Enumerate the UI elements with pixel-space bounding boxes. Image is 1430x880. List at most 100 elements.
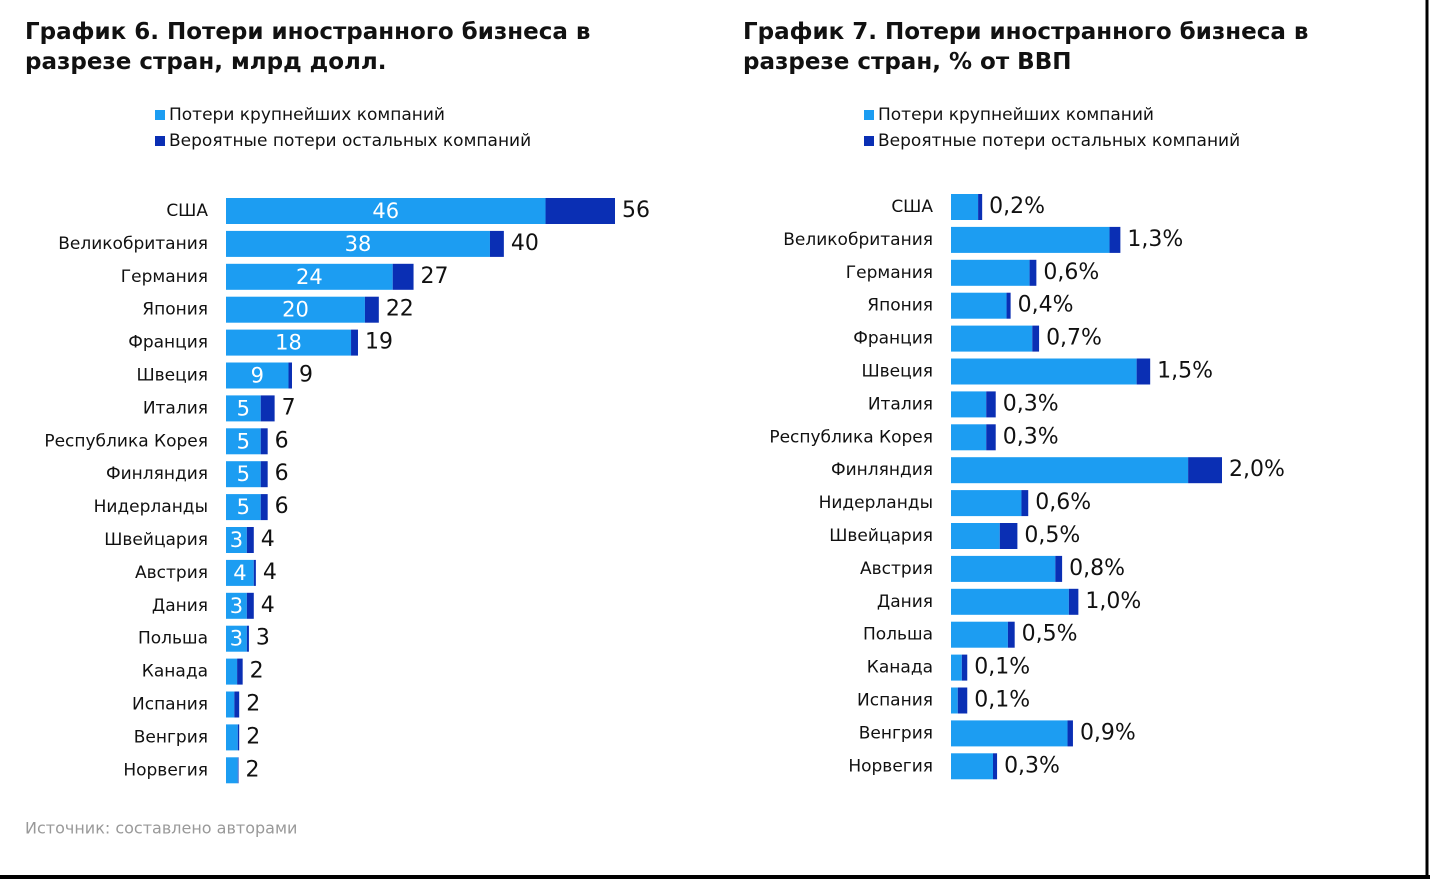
category-label: Финляндия	[106, 464, 208, 484]
total-label: 0,6%	[1035, 490, 1091, 515]
legend-swatch	[864, 136, 874, 146]
bar-segment	[364, 296, 379, 323]
bar-segment	[237, 724, 240, 751]
legend-swatch	[155, 110, 165, 120]
total-label: 7	[282, 395, 296, 420]
bar-segment	[951, 358, 1137, 385]
category-label: Германия	[846, 263, 933, 283]
bar-segment	[1032, 325, 1040, 352]
category-label: Дания	[152, 596, 208, 616]
total-label: 22	[386, 297, 414, 322]
legend-label: Потери крупнейших компаний	[878, 105, 1154, 125]
total-label: 2	[246, 757, 260, 782]
total-label: 1,0%	[1085, 589, 1141, 614]
total-label: 27	[421, 264, 449, 289]
category-label: Норвегия	[848, 756, 933, 776]
category-label: Япония	[142, 300, 208, 320]
bar-segment	[260, 428, 268, 455]
total-label: 4	[263, 560, 277, 585]
total-label: 40	[511, 231, 539, 256]
category-label: Польша	[138, 629, 208, 649]
bar-segment	[1136, 358, 1151, 385]
total-label: 2	[246, 724, 260, 749]
bar-segment	[226, 559, 254, 586]
bar-segment	[545, 198, 615, 224]
bar-segment	[234, 691, 240, 718]
bar-segment	[226, 592, 247, 619]
bar-segment	[1068, 588, 1079, 615]
bar-segment	[951, 391, 987, 418]
total-label: 19	[365, 330, 393, 355]
bar-segment	[951, 325, 1033, 352]
bar-segment	[961, 654, 968, 681]
category-label: США	[166, 201, 208, 221]
bar-segment	[226, 658, 238, 685]
bar-segment	[246, 625, 249, 652]
total-label: 0,1%	[974, 655, 1030, 680]
category-label: Швеция	[136, 366, 208, 386]
bar-segment	[986, 391, 996, 418]
bar-segment	[951, 654, 962, 681]
bar-segment	[951, 490, 1022, 517]
bar-segment	[1021, 490, 1029, 517]
bar-value-label: 5	[237, 396, 250, 420]
total-label: 0,4%	[1018, 293, 1074, 318]
total-label: 9	[299, 363, 313, 388]
bar-segment	[260, 494, 268, 521]
total-label: 0,2%	[989, 194, 1045, 219]
category-label: Дания	[877, 592, 933, 612]
bar-segment	[951, 687, 958, 714]
legend-swatch	[864, 110, 874, 120]
total-label: 0,3%	[1004, 753, 1060, 778]
bar-segment	[253, 559, 256, 586]
category-label: Норвегия	[123, 760, 208, 780]
total-label: 6	[275, 461, 289, 486]
bar-segment	[999, 523, 1018, 549]
bar-segment	[951, 588, 1069, 615]
bar-segment	[951, 194, 979, 220]
category-label: Франция	[853, 329, 933, 349]
bar-segment	[226, 757, 238, 784]
total-label: 4	[261, 527, 275, 552]
bar-value-label: 5	[237, 462, 250, 486]
category-label: Япония	[867, 296, 933, 316]
bar-segment	[951, 457, 1189, 484]
total-label: 1,5%	[1157, 359, 1213, 384]
category-label: Швейцария	[104, 530, 208, 550]
bar-segment	[226, 527, 247, 553]
bar-segment	[260, 395, 275, 422]
bar-segment	[246, 592, 254, 619]
bar-segment	[1109, 226, 1121, 253]
source: Источник: составлено авторами	[25, 819, 297, 838]
bar-segment	[226, 296, 365, 323]
bar-value-label: 5	[237, 495, 250, 519]
category-label: Испания	[857, 691, 933, 711]
bar-segment	[226, 428, 261, 455]
bar-segment	[957, 687, 968, 714]
category-label: Италия	[868, 394, 933, 414]
bar-segment	[978, 194, 983, 220]
bar-segment	[951, 555, 1056, 582]
bar-segment	[226, 625, 247, 652]
bar-segment	[1188, 457, 1222, 484]
bar-value-label: 4	[233, 561, 246, 585]
category-label: Великобритания	[783, 230, 933, 250]
total-label: 2	[250, 659, 264, 684]
bar-segment	[226, 230, 490, 257]
bar-segment	[351, 329, 358, 356]
bar-segment	[226, 494, 261, 521]
bar-segment	[226, 329, 352, 356]
legend-label: Вероятные потери остальных компаний	[878, 131, 1240, 151]
bar-segment	[226, 691, 235, 718]
category-label: Венгрия	[134, 727, 208, 747]
bar-value-label: 24	[296, 265, 323, 289]
bar-segment	[1029, 259, 1037, 286]
total-label: 4	[261, 593, 275, 618]
total-label: 0,9%	[1080, 720, 1136, 745]
category-label: Республика Корея	[769, 427, 933, 447]
category-label: Испания	[132, 695, 208, 715]
bar-segment	[1055, 555, 1063, 582]
total-label: 0,3%	[1003, 424, 1059, 449]
